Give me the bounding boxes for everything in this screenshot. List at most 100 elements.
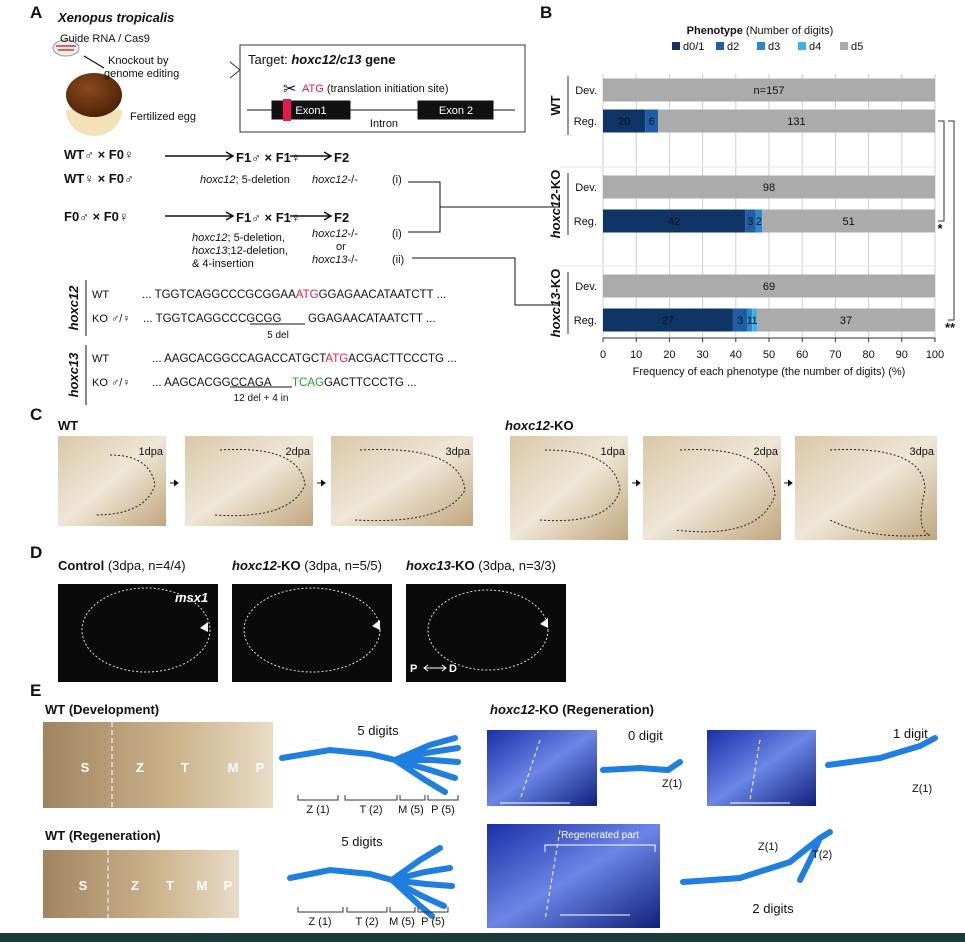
y-tick-label: Dev. (575, 281, 597, 293)
genotype: KO ♂/♀ (92, 313, 131, 325)
significance-bracket (948, 120, 955, 321)
bone-label: T(2) (812, 849, 832, 861)
dpa-label: 2dpa (754, 446, 779, 458)
f1-note-part: ; 5-deletion (235, 174, 289, 186)
dpa-label: 1dpa (601, 446, 626, 458)
x-tick-label: 70 (829, 349, 841, 361)
panel-d-title: hoxc13-KO (3dpa, n=3/3) (406, 558, 556, 573)
panel-d-title: hoxc12-KO (3dpa, n=5/5) (232, 558, 382, 573)
target-title-part: Target: (248, 52, 291, 67)
sequence: ... AAGCACGGCCAGA (152, 377, 272, 389)
group-label-part: -KO (548, 170, 563, 194)
f2-note: hoxc13-/- (312, 254, 358, 266)
zone-label: P (256, 760, 265, 775)
group-label-part: hoxc12 (548, 193, 563, 239)
genotype: WT (92, 353, 109, 365)
f1-note: hoxc12; 5-deletion (200, 174, 290, 186)
genotype-title: hoxc12-KO (505, 418, 574, 433)
sequence: ... TGGTCAGGCCCGCGGAAATGGGAGAACATAATCTT … (142, 289, 446, 301)
dpa-label: 3dpa (910, 446, 935, 458)
genotype-title: WT (58, 418, 78, 433)
data-label: 3 (737, 315, 743, 327)
segment-label: M (5) (389, 916, 415, 928)
target-title-part: hoxc12/c13 (291, 52, 362, 67)
panel-label: A (30, 3, 42, 22)
sequence-part: ... AAGCACGGCCAGACCATGCT (152, 353, 326, 365)
atg-note-part: ATG (302, 83, 324, 95)
egg-label: Fertilized egg (130, 111, 196, 123)
panel-d-title-part: Control (58, 558, 104, 573)
f1-note-part: hoxc12 (200, 174, 235, 186)
sequence-part: ATG (325, 353, 348, 365)
group-label-part: WT (548, 95, 563, 115)
bar-segment (756, 308, 935, 332)
bone-label: Z(1) (758, 841, 778, 853)
bar-segment (732, 308, 748, 332)
mark: (i) (392, 174, 402, 186)
x-axis-title: Frequency of each phenotype (the number … (633, 366, 906, 378)
x-tick-label: 90 (896, 349, 908, 361)
f2-note: hoxc12-/- (312, 174, 358, 186)
legend-label: d2 (727, 41, 739, 53)
legend-title-part: Phenotype (687, 25, 743, 37)
gene-label: msx1 (175, 590, 208, 605)
f2-note: hoxc12-/- (312, 228, 358, 240)
data-label: n=157 (754, 85, 785, 97)
mark: (ii) (392, 254, 404, 266)
panel-d-title-part: hoxc12 (232, 558, 278, 573)
zone-label: T (181, 760, 189, 775)
group-label: hoxc13-KO (548, 269, 563, 338)
segment-label: Z (1) (308, 916, 331, 928)
genotype: WT (92, 289, 109, 301)
data-label: 69 (763, 281, 775, 293)
genotype: KO ♂/♀ (92, 377, 131, 389)
panel-e-title-part: hoxc12 (490, 702, 536, 717)
legend-swatch (840, 42, 848, 50)
bar-segment (657, 109, 935, 133)
sequence: TCAGGACTTCCCTG ... (292, 377, 417, 389)
f1-note: hoxc12; 5-deletion, (192, 232, 285, 244)
panel-d-title: Control (3dpa, n=4/4) (58, 558, 186, 573)
bar-segment (752, 308, 757, 332)
group-label: hoxc12-KO (548, 170, 563, 239)
cross: WT♀ × F0♂ (64, 171, 134, 186)
x-tick-label: 30 (696, 349, 708, 361)
f2-note-part: -/- (347, 254, 358, 266)
panel-d-title-part: hoxc13 (406, 558, 452, 573)
bone-label: Z(1) (662, 778, 682, 790)
svg-text:✂: ✂ (283, 81, 296, 98)
x-tick-label: 60 (796, 349, 808, 361)
panel-e-images (43, 722, 938, 928)
gene-label: hoxc13 (66, 352, 81, 398)
segment-label: Z (1) (306, 804, 329, 816)
cross: F0♂ × F0♀ (64, 209, 129, 224)
f2-note-part: hoxc12 (312, 228, 347, 240)
x-tick-label: 80 (862, 349, 874, 361)
panel-label: E (30, 681, 41, 700)
legend-swatch (716, 42, 724, 50)
significance-label: * (937, 221, 943, 236)
gene-label: hoxc12 (66, 285, 81, 331)
sequence-part: GGAGAACATAATCTT ... (319, 289, 447, 301)
sequence-part: TCAG (292, 377, 324, 389)
zone-label: M (197, 878, 208, 893)
cross: WT♂ × F0♀ (64, 147, 134, 162)
data-label: 42 (668, 216, 680, 228)
exon-label: Exon 2 (439, 105, 473, 117)
bar-segment (747, 308, 753, 332)
y-tick-label: Reg. (574, 315, 597, 327)
panel-e-title: hoxc12-KO (Regeneration) (490, 702, 654, 717)
data-label: 1 (747, 315, 753, 327)
legend-title: Phenotype (Number of digits) (687, 25, 834, 37)
f1-note-part: hoxc13 (192, 245, 228, 257)
bar-segment (745, 209, 756, 233)
data-label: 2 (756, 216, 762, 228)
zone-label: T (166, 878, 174, 893)
segment-label: T (2) (355, 916, 378, 928)
f1-note: & 4-insertion (192, 258, 254, 270)
f1-note-part: ;12-deletion, (227, 245, 288, 257)
bar-segment (762, 209, 935, 233)
x-tick-label: 50 (763, 349, 775, 361)
data-label: 98 (763, 182, 775, 194)
deletion-note: 5 del (267, 330, 289, 341)
